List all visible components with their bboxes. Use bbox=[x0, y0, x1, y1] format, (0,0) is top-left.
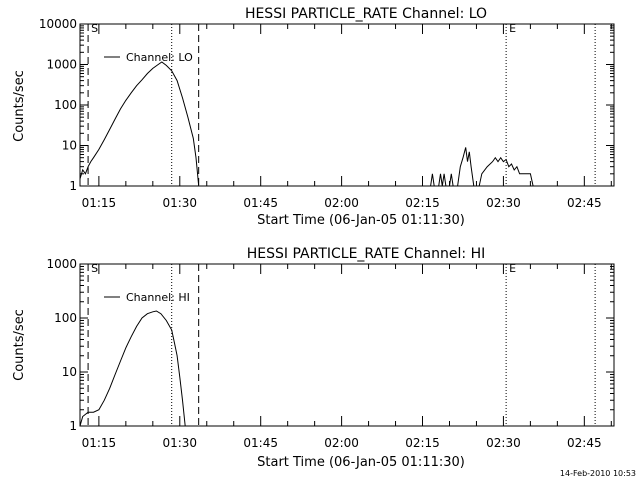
series-line-segment bbox=[430, 173, 435, 187]
series-line-segment bbox=[478, 156, 534, 187]
x-tick-label: 02:15 bbox=[405, 196, 440, 210]
y-tick-label: 1000 bbox=[46, 58, 77, 72]
legend-label: Channel: LO bbox=[126, 51, 193, 64]
marker-label: S bbox=[91, 262, 98, 275]
marker-label: E bbox=[509, 22, 516, 35]
x-tick-label: 01:30 bbox=[162, 436, 197, 450]
chart-title: HESSI PARTICLE_RATE Channel: HI bbox=[247, 246, 485, 262]
plot-frame bbox=[79, 23, 615, 187]
series-line-segment bbox=[457, 147, 475, 187]
x-tick-label: 02:30 bbox=[486, 436, 521, 450]
y-axis-label: Counts/sec bbox=[12, 70, 27, 142]
x-tick-label: 02:00 bbox=[324, 436, 359, 450]
x-axis-label: Start Time (06-Jan-05 01:11:30) bbox=[257, 213, 465, 228]
y-tick-label: 1000 bbox=[46, 257, 77, 271]
chart-title: HESSI PARTICLE_RATE Channel: LO bbox=[245, 6, 487, 22]
x-tick-label: 01:15 bbox=[82, 436, 117, 450]
series-line-segment bbox=[438, 173, 447, 187]
footer-timestamp: 14-Feb-2010 10:53 bbox=[560, 469, 636, 478]
x-tick-label: 02:45 bbox=[567, 196, 602, 210]
data-series bbox=[79, 310, 186, 427]
y-axis-ticks: 1 10 100 1000 10000 bbox=[39, 17, 614, 193]
x-axis-label: Start Time (06-Jan-05 01:11:30) bbox=[257, 455, 465, 470]
y-axis-label: Counts/sec bbox=[12, 309, 27, 381]
x-axis-ticks: 01:15 01:30 01:45 02:00 02:15 02:30 02:45 bbox=[82, 264, 612, 450]
x-tick-label: 01:45 bbox=[243, 436, 278, 450]
legend-label: Channel: HI bbox=[126, 291, 190, 304]
series-line-segment bbox=[79, 310, 186, 427]
plot-frame bbox=[79, 263, 615, 427]
y-tick-label: 1 bbox=[69, 419, 77, 433]
y-tick-label: 10000 bbox=[39, 17, 77, 31]
data-series bbox=[79, 61, 534, 187]
x-tick-label: 02:15 bbox=[405, 436, 440, 450]
series-line-segment bbox=[449, 173, 454, 187]
x-tick-label: 02:45 bbox=[567, 436, 602, 450]
series-line-segment bbox=[79, 61, 200, 187]
x-tick-label: 01:45 bbox=[243, 196, 278, 210]
y-axis-ticks: 1 10 100 1000 bbox=[46, 257, 614, 433]
y-tick-label: 100 bbox=[54, 98, 77, 112]
y-tick-label: 100 bbox=[54, 311, 77, 325]
y-tick-label: 1 bbox=[69, 179, 77, 193]
y-tick-label: 10 bbox=[62, 365, 77, 379]
x-tick-label: 01:15 bbox=[82, 196, 117, 210]
marker-label: S bbox=[91, 22, 98, 35]
y-tick-label: 10 bbox=[62, 139, 77, 153]
x-axis-ticks: 01:15 01:30 01:45 02:00 02:15 02:30 02:45 bbox=[82, 24, 612, 210]
x-tick-label: 01:30 bbox=[162, 196, 197, 210]
marker-label: E bbox=[509, 262, 516, 275]
x-tick-label: 02:00 bbox=[324, 196, 359, 210]
x-tick-label: 02:30 bbox=[486, 196, 521, 210]
